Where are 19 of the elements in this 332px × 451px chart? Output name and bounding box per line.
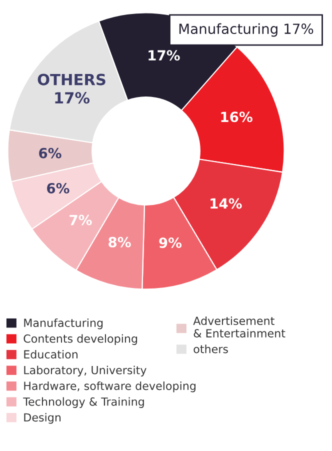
text: Manufacturing 17% [179,23,314,37]
legend-label: Contents developing [24,334,138,345]
data-label: 9% [159,237,182,248]
data-label: 17% [148,50,180,61]
data-label: 8% [108,236,131,248]
data-label: 16% [221,112,252,122]
data-label: 6% [39,148,62,158]
legend-label: Manufacturing [24,318,103,330]
data-label: OTHERS 17% [38,74,106,104]
legend-label: others [194,344,228,354]
data-label: 14% [210,198,242,209]
data-label: 7% [70,214,92,226]
legend-label: Hardware, software developing [24,381,196,392]
legend-label: Technology & Training [23,397,144,408]
legend-label: Education [24,350,78,359]
legend-label: Laboratory, University [24,366,146,376]
legend-label: Design [24,412,61,424]
legend-label: Advertisement & Entertainment [193,316,286,338]
data-label: 6% [47,182,70,194]
